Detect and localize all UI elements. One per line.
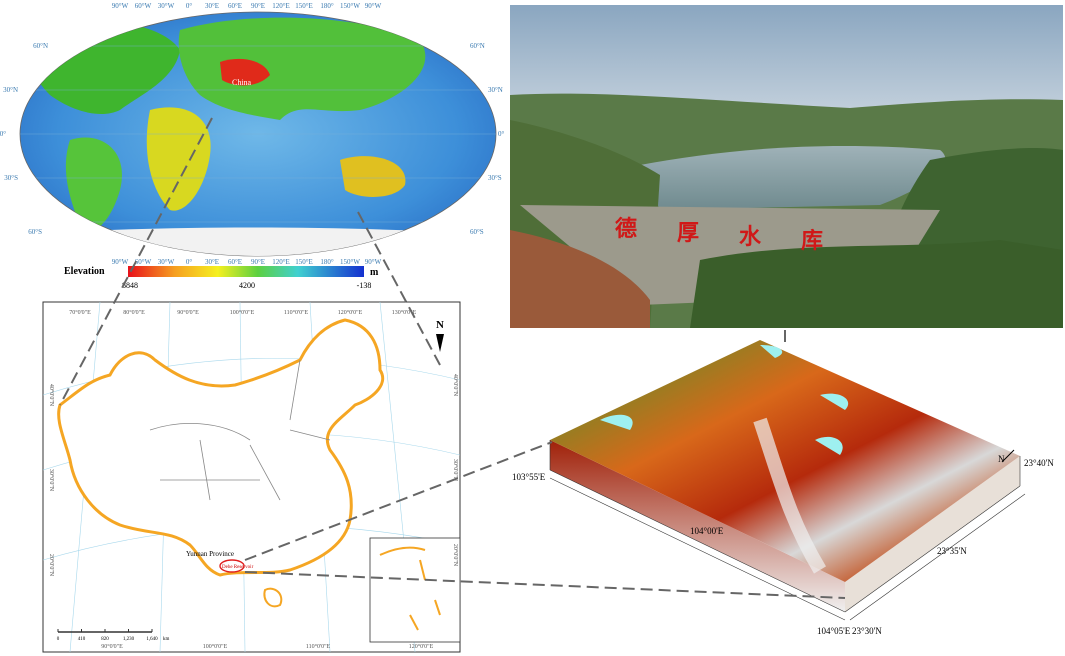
dem-block: N 103°55'E 104°00'E 104°05'E 23°40'N 23°35'N… bbox=[512, 340, 1054, 636]
dem-side-face bbox=[845, 456, 1020, 612]
country-label: China bbox=[232, 78, 252, 87]
legend-label: -138 bbox=[357, 281, 372, 290]
legend-unit: m bbox=[370, 267, 379, 278]
lat-label: 0° bbox=[498, 130, 505, 138]
lon-label: 70°0'0"E bbox=[69, 309, 91, 316]
legend-label: 8848 bbox=[122, 281, 138, 290]
reservoir-photo: 德厚水库 bbox=[510, 5, 1063, 328]
lon-label: 180° bbox=[320, 2, 334, 10]
sign-character: 德 bbox=[615, 216, 637, 241]
lat-label: 30°N bbox=[3, 86, 18, 94]
lon-label: 60°W bbox=[135, 2, 152, 10]
lat-label: 30°0'0"N bbox=[48, 469, 55, 492]
dem-north-label: N bbox=[998, 454, 1005, 464]
lat-label: 23°40'N bbox=[1024, 458, 1054, 468]
lon-label: 110°0'0"E bbox=[306, 643, 331, 650]
china-outline bbox=[57, 318, 384, 577]
study-area-marker bbox=[219, 559, 245, 573]
lon-label: 30°E bbox=[205, 2, 219, 10]
lat-label: 60°N bbox=[33, 42, 48, 50]
sign-character: 水 bbox=[739, 224, 762, 249]
lat-label: 30°N bbox=[488, 86, 503, 94]
lon-label: 150°W bbox=[340, 2, 360, 10]
lat-label: 0° bbox=[0, 130, 6, 138]
lat-label: 60°S bbox=[28, 228, 42, 236]
lon-label: 90°E bbox=[251, 258, 265, 266]
lon-label: 104°00'E bbox=[690, 526, 724, 536]
lon-label: 120°E bbox=[272, 258, 290, 266]
lon-label: 80°0'0"E bbox=[123, 309, 145, 316]
lon-label: 90°W bbox=[365, 2, 382, 10]
sign-character: 厚 bbox=[677, 220, 699, 245]
dem-north-arrow bbox=[1001, 449, 1015, 463]
lat-label: 23°30'N bbox=[852, 626, 882, 636]
north-label: N bbox=[436, 319, 444, 331]
lat-label: 40°0'0"N bbox=[48, 384, 55, 407]
scale-label: 410 bbox=[78, 637, 86, 642]
lon-label: 130°0'0"E bbox=[392, 309, 417, 316]
lon-label: 150°W bbox=[340, 258, 360, 266]
lon-label: 0° bbox=[186, 2, 193, 10]
lon-label: 120°0'0"E bbox=[338, 309, 363, 316]
lon-label: 180° bbox=[320, 258, 334, 266]
lon-label: 30°W bbox=[158, 258, 175, 266]
scale-label: 1,230 bbox=[123, 637, 135, 642]
lon-label: 30°E bbox=[205, 258, 219, 266]
world-map: 90°W 60°W 30°W 0° 30°E 60°E 90°E 120°E 150°E 180°… bbox=[0, 2, 505, 290]
lon-label: 0° bbox=[186, 258, 193, 266]
scale-label: 0 bbox=[57, 637, 60, 642]
lon-label: 120°0'0"E bbox=[409, 643, 434, 650]
dem-coordinate-labels: 103°55'E 104°00'E 104°05'E 23°40'N 23°35'N 23… bbox=[512, 458, 1054, 636]
lat-label: 30°S bbox=[4, 174, 18, 182]
lon-label: 150°E bbox=[295, 2, 313, 10]
lat-label: 30°0'0"N bbox=[452, 459, 459, 482]
continents bbox=[20, 17, 496, 256]
legend-colorbar bbox=[128, 266, 364, 277]
world-graticule-labels: 90°W 60°W 30°W 0° 30°E 60°E 90°E 120°E 150°E 180°… bbox=[0, 2, 505, 266]
scale-label: 1,640 bbox=[146, 637, 158, 642]
scale-label: 820 bbox=[101, 637, 109, 642]
lon-label: 90°0'0"E bbox=[101, 643, 123, 650]
lon-label: 90°0'0"E bbox=[177, 309, 199, 316]
scale-bar: 0 410 820 1,230 1,640 km bbox=[57, 629, 170, 642]
dem-front-face bbox=[550, 440, 845, 612]
lon-label: 100°0'0"E bbox=[230, 309, 255, 316]
dam-sign: 德厚水库 bbox=[615, 216, 823, 253]
lon-label: 103°55'E bbox=[512, 472, 546, 482]
lon-label: 90°W bbox=[112, 2, 129, 10]
lat-label: 23°35'N bbox=[937, 546, 967, 556]
china-map: N Yunnan Province Dehe Reservoir 70°0'0"… bbox=[42, 301, 461, 653]
legend-label: 4200 bbox=[239, 281, 255, 290]
lat-label: 30°S bbox=[488, 174, 502, 182]
lon-label: 104°05'E bbox=[817, 626, 851, 636]
lon-label: 60°E bbox=[228, 258, 242, 266]
lat-label: 60°N bbox=[470, 42, 485, 50]
sign-character: 库 bbox=[801, 228, 823, 253]
lon-label: 60°E bbox=[228, 2, 242, 10]
reservoir-label: Dehe Reservoir bbox=[222, 565, 254, 570]
lon-label: 90°W bbox=[112, 258, 129, 266]
province-label: Yunnan Province bbox=[186, 550, 234, 558]
lon-label: 90°E bbox=[251, 2, 265, 10]
lat-label: 40°0'0"N bbox=[452, 374, 459, 397]
lon-label: 60°W bbox=[135, 258, 152, 266]
connector-lines bbox=[59, 117, 846, 599]
china-graticule-labels: 70°0'0"E 80°0'0"E 90°0'0"E 100°0'0"E 110°0'0… bbox=[48, 309, 459, 650]
lon-label: 110°0'0"E bbox=[284, 309, 309, 316]
lon-label: 30°W bbox=[158, 2, 175, 10]
lat-label: 60°S bbox=[470, 228, 484, 236]
scale-unit: km bbox=[163, 637, 170, 642]
lon-label: 100°0'0"E bbox=[203, 643, 228, 650]
legend-labels: 8848 4200 -138 bbox=[122, 281, 371, 290]
dem-top-surface bbox=[550, 340, 1020, 582]
lat-label: 20°0'0"N bbox=[48, 554, 55, 577]
north-arrow bbox=[436, 334, 444, 352]
legend-title: Elevation bbox=[64, 266, 105, 277]
lon-label: 90°W bbox=[365, 258, 382, 266]
lon-label: 120°E bbox=[272, 2, 290, 10]
lat-label: 20°0'0"N bbox=[452, 544, 459, 567]
lon-label: 150°E bbox=[295, 258, 313, 266]
